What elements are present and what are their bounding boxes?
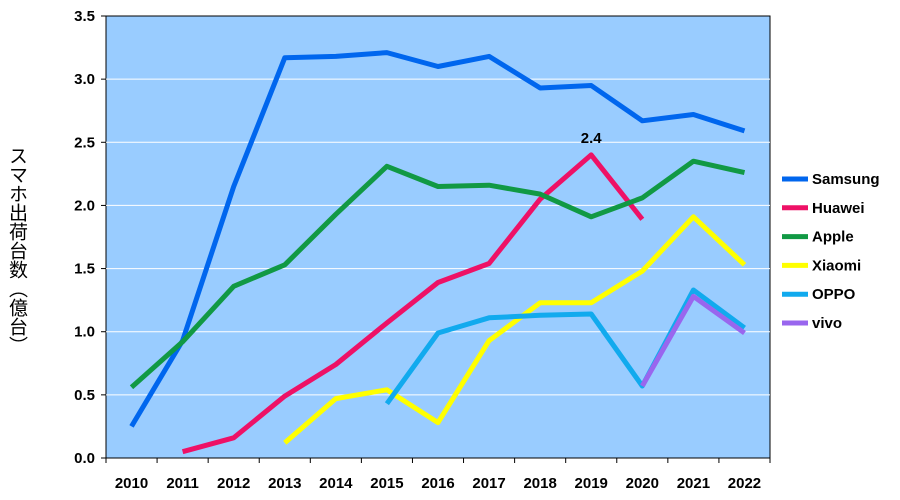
series-line-oppo	[384, 287, 746, 406]
x-tick-label: 2012	[217, 475, 250, 492]
series-line-xiaomi	[283, 214, 747, 445]
x-tick-label: 2016	[421, 475, 454, 492]
y-tick-label: 1.0	[74, 324, 95, 341]
y-axis-label: スマホ出荷台数（億台）	[6, 146, 28, 355]
x-tick-label: 2010	[115, 475, 148, 492]
x-tick-label: 2020	[626, 475, 659, 492]
x-tick-label: 2022	[728, 475, 761, 492]
plot-area	[105, 15, 771, 459]
legend-label-apple: Apple	[812, 229, 854, 246]
x-tick-label: 2017	[472, 475, 505, 492]
legend: Samsung Huawei Apple Xiaomi OPPO vivo	[782, 171, 880, 332]
x-tick-label: 2013	[268, 475, 301, 492]
y-tick-label: 1.5	[74, 261, 95, 278]
y-tick-label: 2.5	[74, 134, 95, 151]
annotations: 2.4	[581, 130, 603, 147]
legend-label-vivo: vivo	[812, 315, 842, 332]
x-tick-label: 2015	[370, 475, 403, 492]
legend-label-huawei: Huawei	[812, 200, 865, 217]
y-tick-label: 3.0	[74, 71, 95, 88]
series-line-vivo	[640, 293, 746, 388]
legend-label-xiaomi: Xiaomi	[812, 257, 861, 274]
series-lines	[129, 50, 747, 455]
series-line-samsung	[129, 50, 746, 428]
gridlines	[106, 78, 770, 396]
x-tick-label: 2011	[166, 475, 199, 492]
x-axis-ticks: 2010 2011 2012 2013 2014 2015 2016 2017 2018 2019…	[105, 458, 771, 492]
y-tick-label: 2.0	[74, 197, 95, 214]
legend-label-oppo: OPPO	[812, 286, 856, 303]
y-tick-label: 3.5	[74, 8, 95, 25]
legend-label-samsung: Samsung	[812, 171, 880, 188]
series-line-apple	[129, 158, 746, 390]
y-tick-label: 0.5	[74, 387, 95, 404]
x-tick-label: 2014	[319, 475, 353, 492]
x-tick-label: 2018	[523, 475, 556, 492]
x-tick-label: 2021	[677, 475, 710, 492]
y-tick-label: 0.0	[74, 450, 95, 467]
y-axis-ticks: 0.0 0.5 1.0 1.5 2.0 2.5 3.0 3.5	[74, 8, 106, 467]
data-label: 2.4	[581, 130, 603, 147]
series-line-huawei	[181, 152, 645, 455]
x-tick-label: 2019	[575, 475, 608, 492]
